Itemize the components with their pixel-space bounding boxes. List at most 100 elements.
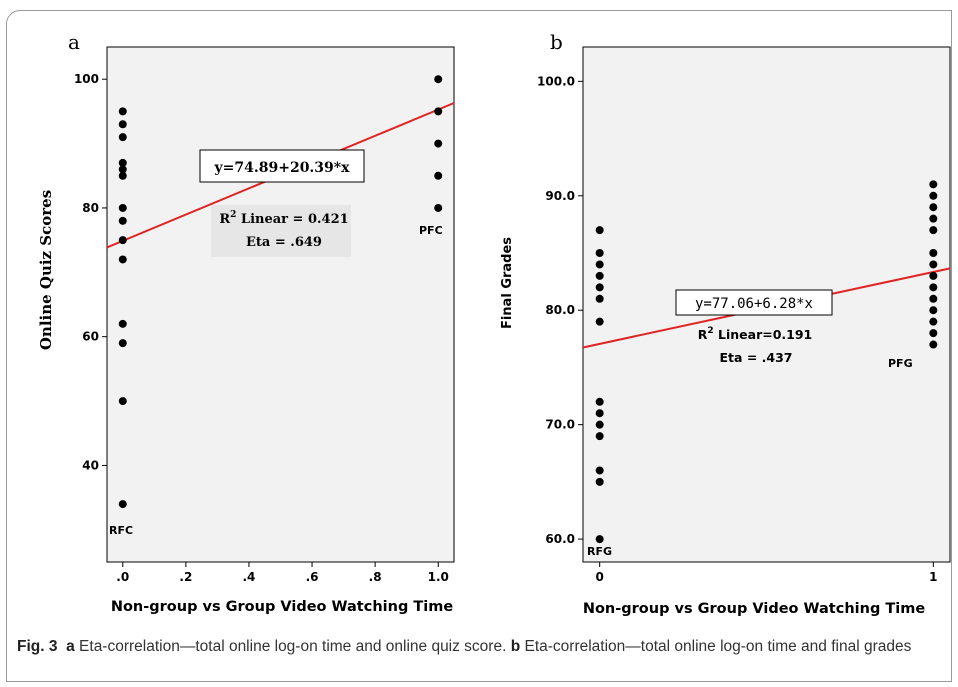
- point-b-17: [929, 214, 938, 223]
- caption-a-text: Eta-correlation—total online log-on time…: [79, 638, 507, 655]
- y-tick-label-b-3: 90.0: [545, 189, 575, 203]
- group-label-a-1: PFC: [419, 224, 443, 237]
- caption-a-label: a: [66, 638, 75, 655]
- y-tick-label-a-3: 100: [74, 72, 99, 86]
- stat-box-a: [211, 205, 351, 257]
- r2-prefix-a: R: [219, 212, 230, 227]
- points-a: [118, 75, 443, 509]
- axis-ticks-b: 60.0 70.0 80.0 90.0 100.0 0 1: [537, 74, 937, 584]
- point-a-7: [118, 216, 127, 225]
- point-b-20: [929, 260, 938, 269]
- eta-text-b: Eta = .437: [720, 350, 793, 365]
- chart-panel-a: a 40 60 80 100 .0 .2 .4 .6 .8 1.0 Online Quiz Sco…: [37, 30, 455, 615]
- r2-text-b: R2 Linear=0.191: [698, 326, 813, 342]
- point-b-2: [595, 260, 604, 269]
- group-label-b-0: RFG: [587, 545, 612, 558]
- x-axis-label-a: Non-group vs Group Video Watching Time: [111, 599, 454, 615]
- point-b-12: [595, 477, 604, 486]
- x-axis-label-b: Non-group vs Group Video Watching Time: [583, 601, 926, 617]
- point-b-9: [595, 420, 604, 429]
- point-a-9: [118, 255, 127, 264]
- point-a-3: [118, 158, 127, 167]
- x-tick-label-a-4: .8: [369, 570, 382, 584]
- point-b-25: [929, 317, 938, 326]
- point-a-2: [118, 133, 127, 142]
- point-b-16: [929, 203, 938, 212]
- caption-b-text: Eta-correlation—total online log-on time…: [524, 638, 912, 655]
- equation-box-b: [675, 289, 833, 316]
- point-a-6: [118, 203, 127, 212]
- point-b-6: [595, 317, 604, 326]
- point-a-11: [118, 339, 127, 348]
- figure-frame: [6, 10, 952, 682]
- y-axis-label-a: Online Quiz Scores: [37, 190, 55, 350]
- equation-text-b: y=77.06+6.28*x: [695, 296, 813, 312]
- equation-box-a: [199, 149, 365, 183]
- point-b-26: [929, 329, 938, 338]
- chart-panel-b: b 60.0 70.0 80.0 90.0 100.0 0 1 Final Grades N…: [500, 30, 951, 617]
- point-b-1: [595, 249, 604, 257]
- panel-label-a: a: [68, 30, 80, 54]
- point-b-3: [595, 271, 604, 280]
- y-axis-label-b: Final Grades: [500, 237, 515, 329]
- point-b-23: [929, 294, 938, 303]
- points-b: [595, 180, 938, 544]
- point-b-11: [595, 466, 604, 475]
- group-label-a-0: RFC: [109, 524, 133, 537]
- axis-ticks-a: 40 60 80 100 .0 .2 .4 .6 .8 1.0: [74, 72, 449, 584]
- x-tick-label-a-2: .4: [242, 570, 255, 584]
- point-b-21: [929, 271, 938, 280]
- group-label-b-1: PFG: [888, 357, 913, 370]
- y-tick-label-b-0: 60.0: [545, 532, 575, 546]
- point-b-18: [929, 226, 938, 235]
- point-a-17: [434, 171, 443, 180]
- point-a-0: [118, 107, 127, 116]
- point-a-5: [118, 171, 127, 180]
- point-b-27: [929, 340, 938, 349]
- y-tick-label-b-4: 100.0: [537, 74, 575, 88]
- r2-text-a: R2 Linear = 0.421: [219, 210, 348, 227]
- point-a-14: [434, 75, 443, 84]
- point-a-8: [118, 236, 127, 245]
- equation-text-a: y=74.89+20.39*x: [214, 160, 351, 176]
- point-b-5: [595, 294, 604, 303]
- point-b-19: [929, 249, 938, 257]
- point-b-4: [595, 283, 604, 292]
- point-a-4: [118, 165, 127, 174]
- x-tick-label-b-1: 1: [929, 570, 937, 584]
- x-tick-label-a-3: .6: [306, 570, 319, 584]
- x-tick-label-a-5: 1.0: [428, 570, 449, 584]
- r2-value-b: Linear=0.191: [714, 327, 813, 342]
- x-tick-label-a-0: .0: [116, 570, 129, 584]
- x-tick-label-b-0: 0: [596, 570, 604, 584]
- y-tick-label-a-1: 60: [82, 330, 99, 344]
- point-b-10: [595, 432, 604, 441]
- r2-sup-b: 2: [707, 326, 713, 336]
- point-a-16: [434, 139, 443, 148]
- point-b-14: [929, 180, 938, 189]
- x-tick-label-a-1: .2: [179, 570, 192, 584]
- r2-value-a: Linear = 0.421: [236, 212, 348, 227]
- point-b-15: [929, 191, 938, 200]
- point-a-13: [118, 500, 127, 509]
- point-b-24: [929, 306, 938, 315]
- point-a-12: [118, 397, 127, 406]
- y-tick-label-b-2: 80.0: [545, 303, 575, 317]
- caption-fig-label: Fig. 3: [17, 638, 58, 655]
- point-b-8: [595, 409, 604, 418]
- y-tick-label-a-2: 80: [82, 201, 99, 215]
- caption-b-label: b: [510, 638, 521, 655]
- y-tick-label-b-1: 70.0: [545, 418, 575, 432]
- point-b-22: [929, 283, 938, 292]
- point-b-7: [595, 397, 604, 406]
- r2-sup-a: 2: [230, 210, 236, 220]
- point-b-13: [595, 535, 604, 544]
- point-a-18: [434, 203, 443, 212]
- point-a-10: [118, 319, 127, 328]
- plot-area-a: [106, 46, 455, 563]
- point-b-0: [595, 226, 604, 235]
- figure-caption: Fig. 3 a Eta-correlation—total online lo…: [17, 636, 937, 657]
- eta-text-a: Eta = .649: [246, 235, 322, 250]
- point-a-15: [434, 107, 443, 116]
